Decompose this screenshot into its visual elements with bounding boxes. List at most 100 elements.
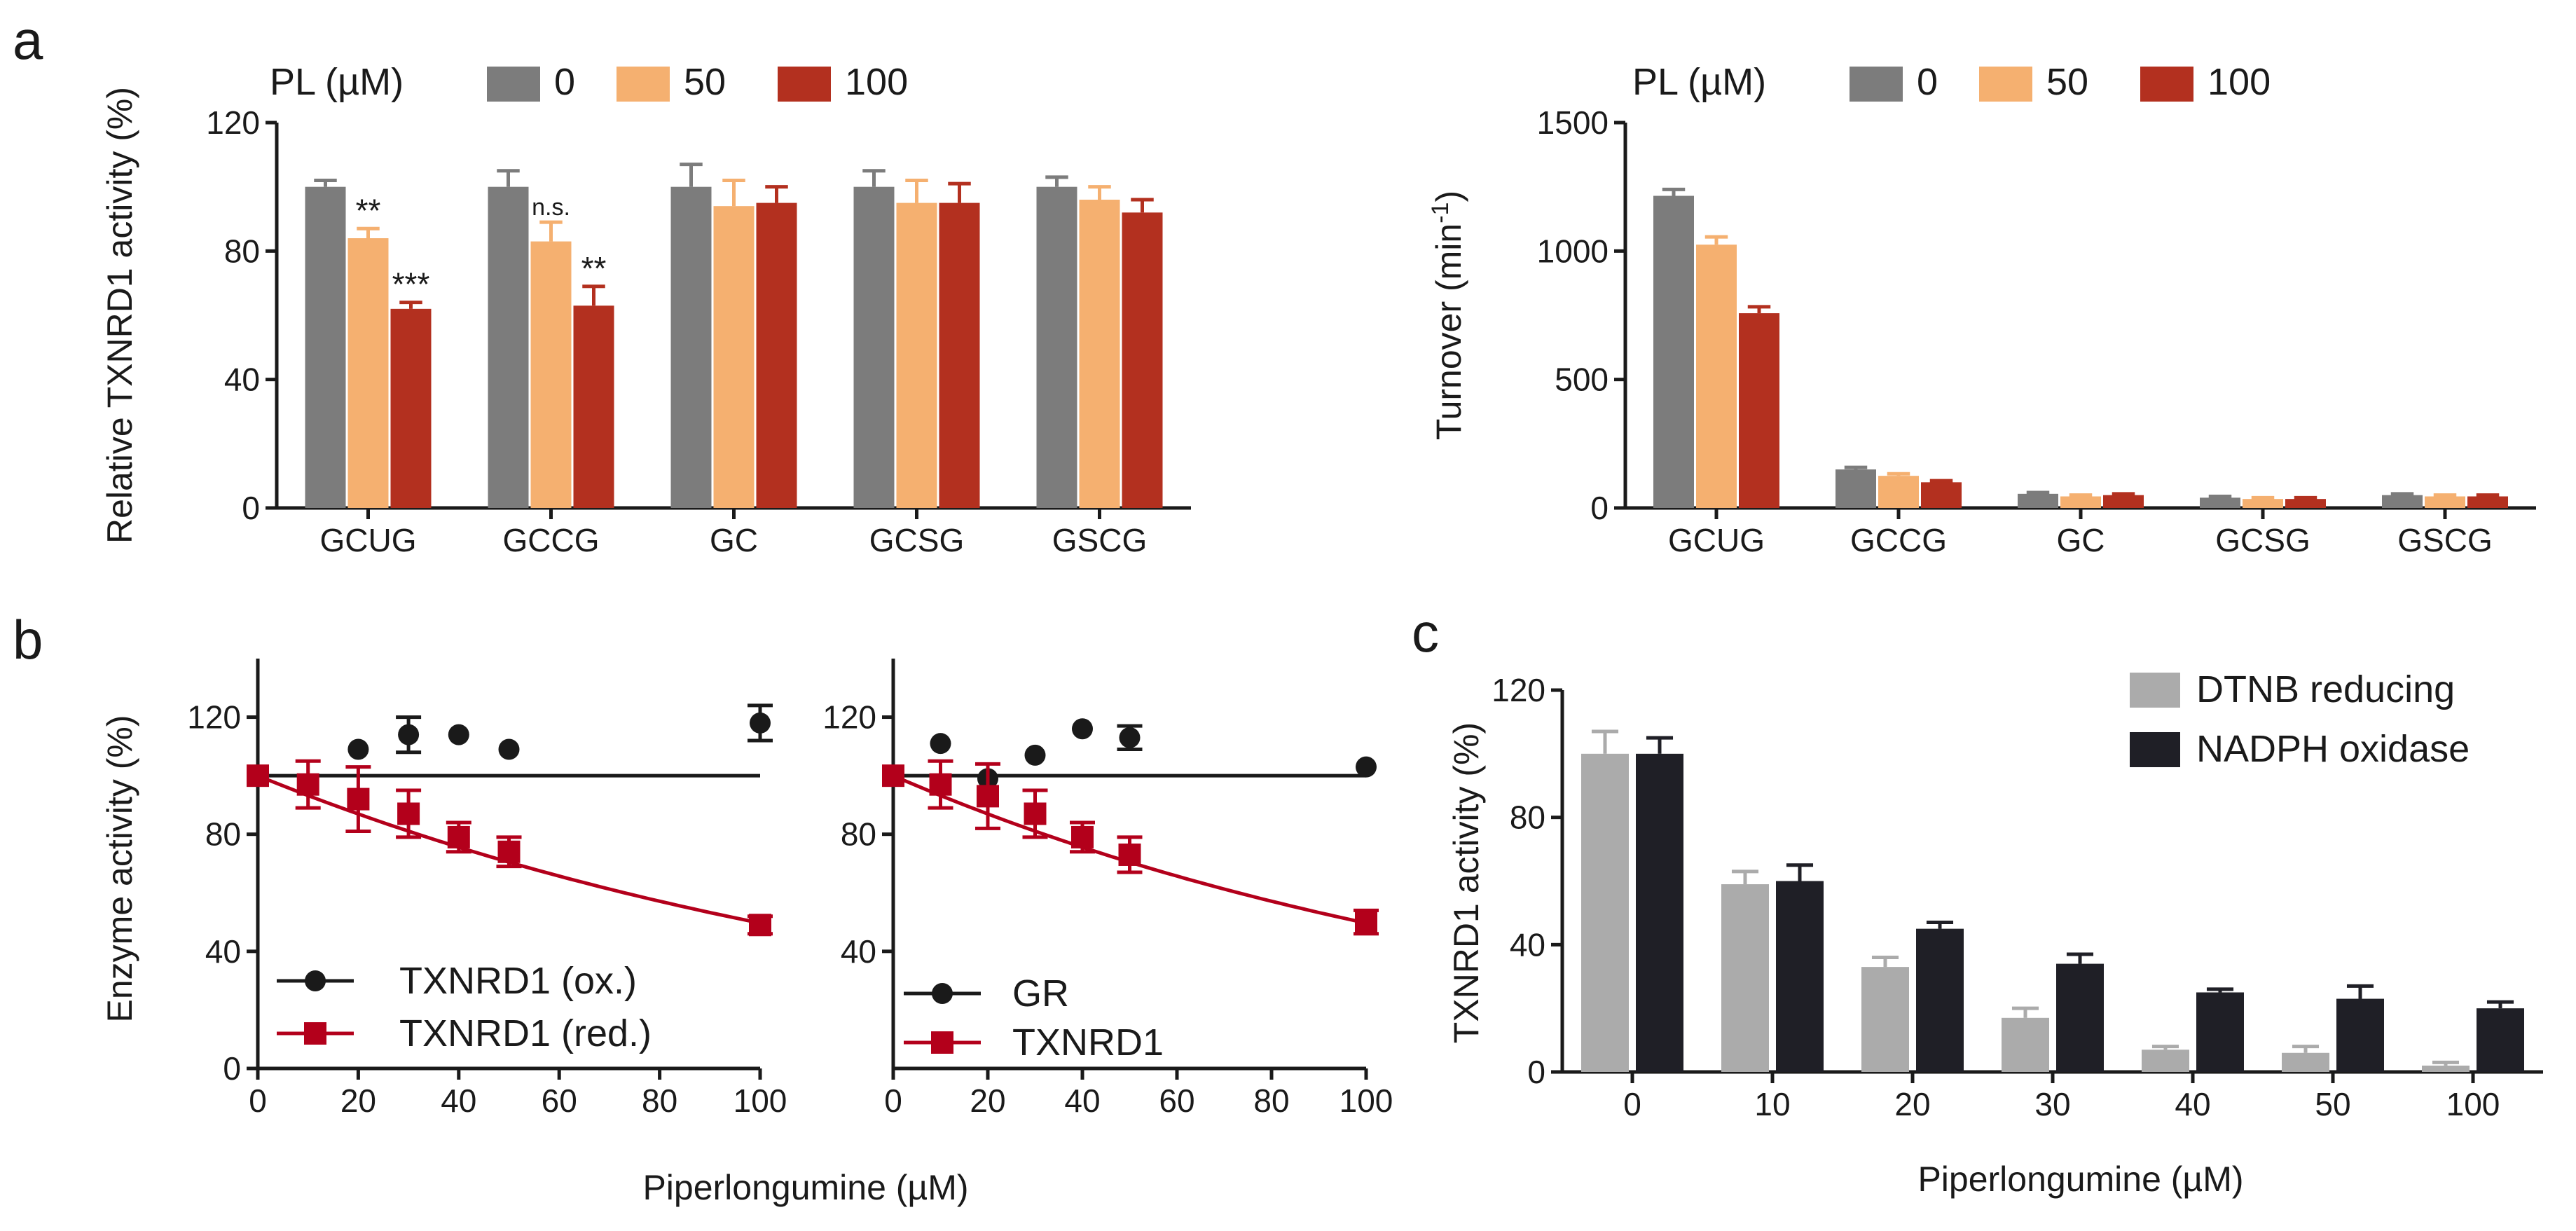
x-tick-label: GSCG (1052, 522, 1147, 558)
data-point-square (296, 773, 319, 796)
bar (2018, 493, 2058, 508)
y-tick-label: 120 (187, 699, 241, 736)
y-tick-label: 120 (822, 699, 876, 736)
legend-swatch (2130, 673, 2180, 708)
y-axis-label-main: Turnover (min (1429, 223, 1468, 440)
bar (713, 206, 755, 508)
y-tick-label: 80 (841, 816, 876, 853)
legend-label: TXNRD1 (red.) (399, 1012, 652, 1054)
bar (756, 202, 797, 508)
bar (1036, 186, 1077, 508)
x-tick-label: 0 (249, 1082, 267, 1119)
x-tick-label: 40 (441, 1082, 476, 1119)
x-tick-label: GCUG (1668, 522, 1765, 558)
x-axis-label: Piperlongumine (µM) (1917, 1160, 2243, 1199)
bar (2285, 499, 2326, 508)
data-point-circle (1024, 744, 1046, 766)
panel-label-c: c (1412, 602, 1439, 663)
y-tick-label: 120 (206, 104, 260, 141)
data-point-circle (448, 724, 469, 745)
y-tick-label: 0 (1527, 1054, 1545, 1090)
bar (896, 202, 937, 508)
x-tick-label: GC (710, 522, 758, 558)
data-point-circle (498, 738, 520, 760)
x-tick-label: 100 (1339, 1082, 1393, 1119)
chart-b2-gr-curves: 40 80 120 0 20 40 60 80 100 GR TXNRD1 Piperlongumin… (642, 659, 1393, 1207)
data-point-square (1024, 802, 1047, 825)
significance-label: ** (581, 250, 607, 287)
y-tick-label: 0 (242, 490, 260, 526)
y-axis-label-close: ) (1429, 191, 1468, 202)
legend-label: 100 (2207, 61, 2271, 103)
x-tick-label: GCSG (869, 522, 964, 558)
y-tick-label: 80 (224, 233, 260, 269)
x-tick-label: 0 (1623, 1086, 1641, 1122)
y-tick-label: 40 (205, 933, 241, 970)
bar (2002, 1017, 2049, 1072)
chart-c-txnrd1-activity: 0 40 80 120 0 10 20 30 40 50 100 TXNRD1 activity (%… (1447, 668, 2543, 1199)
legend-swatch (2130, 732, 2180, 767)
x-tick-label: GCCG (503, 522, 600, 558)
bar (2196, 992, 2244, 1072)
bar (939, 202, 980, 508)
bar (2200, 497, 2240, 508)
legend-label: NADPH oxidase (2196, 728, 2470, 770)
x-tick-label: 50 (2315, 1086, 2350, 1122)
significance-label: ** (356, 192, 381, 228)
data-point-square (347, 788, 370, 811)
data-point-square (397, 802, 420, 825)
bar (1921, 482, 1962, 508)
legend-title: PL (µM) (270, 61, 404, 103)
data-point-square (1071, 825, 1094, 848)
x-tick-label: GCSG (2215, 522, 2310, 558)
bar (2336, 998, 2384, 1072)
x-tick-label: 20 (340, 1082, 376, 1119)
legend-label: TXNRD1 (1012, 1022, 1164, 1064)
bar (2422, 1065, 2470, 1072)
x-tick-label: 60 (1159, 1082, 1194, 1119)
y-axis-label: Turnover (min-1) (1427, 191, 1468, 440)
y-axis-label: TXNRD1 activity (%) (1447, 722, 1486, 1043)
bar (530, 241, 572, 508)
bar (305, 186, 346, 508)
chart-b1-txnrd1-curves: 0 40 80 120 0 20 40 60 80 100 TXNRD1 (ox.) TXNRD1 (… (100, 659, 787, 1119)
data-point-square (1118, 843, 1141, 866)
legend-label: 0 (1917, 61, 1938, 103)
y-tick-label: 40 (1510, 926, 1545, 963)
data-point-square (447, 825, 470, 848)
data-point-circle (1119, 727, 1141, 748)
y-tick-label: 40 (841, 933, 876, 970)
data-point-square (1355, 911, 1377, 934)
legend-swatch (1850, 67, 1903, 102)
y-axis-label: Enzyme activity (%) (100, 715, 139, 1023)
legend-swatch (778, 67, 831, 102)
bar (390, 308, 432, 508)
bar (347, 238, 389, 508)
bar (1739, 313, 1779, 508)
y-axis-label: Relative TXNRD1 activity (%) (100, 87, 139, 544)
legend-swatch (487, 67, 540, 102)
bar (1878, 476, 1919, 508)
x-tick-label: GCUG (320, 522, 417, 558)
data-point-square (749, 914, 771, 937)
legend-swatch (1979, 67, 2032, 102)
y-tick-label: 80 (1510, 799, 1545, 836)
data-point-square (497, 840, 521, 863)
bar (2103, 495, 2144, 508)
bar (573, 305, 614, 508)
data-point-circle (750, 712, 771, 734)
bar (2477, 1008, 2524, 1072)
x-tick-label: 100 (733, 1082, 787, 1119)
y-tick-label: 0 (223, 1050, 241, 1087)
x-tick-label: 40 (1064, 1082, 1100, 1119)
bar (2056, 963, 2104, 1072)
x-tick-label: 80 (642, 1082, 677, 1119)
legend-label: 50 (2046, 61, 2088, 103)
y-tick-label: 40 (224, 362, 260, 398)
bar (488, 186, 529, 508)
legend-label: GR (1012, 972, 1069, 1015)
significance-label: *** (392, 266, 430, 303)
bar (2467, 496, 2508, 508)
bar (1721, 884, 1769, 1072)
legend-marker (304, 1022, 326, 1045)
